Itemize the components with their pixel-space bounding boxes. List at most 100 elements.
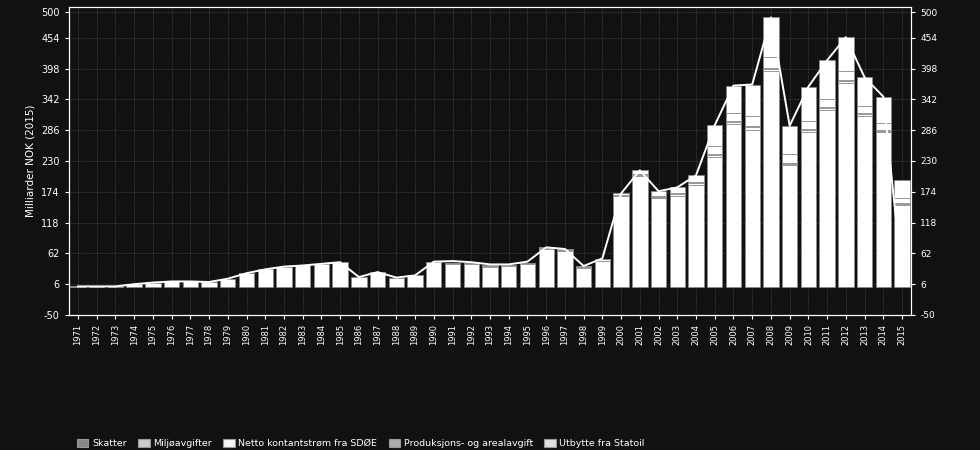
Bar [782, 126, 798, 154]
Bar [838, 71, 854, 80]
Bar [369, 272, 385, 288]
Bar [239, 273, 254, 288]
Bar [669, 194, 685, 196]
Bar [895, 205, 909, 288]
Bar [558, 251, 572, 288]
Bar [632, 176, 648, 288]
Bar [763, 68, 779, 69]
Bar [669, 193, 685, 194]
Bar [558, 250, 572, 251]
Bar [707, 146, 722, 154]
Bar [482, 266, 498, 288]
Bar [651, 197, 666, 198]
Bar [258, 270, 273, 288]
Y-axis label: Milliarder NOK (2015): Milliarder NOK (2015) [25, 105, 35, 217]
Bar [857, 106, 872, 112]
Bar [875, 123, 891, 130]
Bar [745, 127, 760, 130]
Bar [89, 286, 105, 288]
Bar [857, 114, 872, 116]
Bar [895, 204, 909, 205]
Bar [651, 191, 666, 196]
Bar [688, 175, 704, 182]
Bar [819, 60, 835, 99]
Bar [745, 126, 760, 127]
Bar [801, 87, 816, 121]
Bar [726, 122, 741, 124]
Bar [182, 281, 198, 288]
Bar [220, 279, 235, 288]
Bar [126, 284, 142, 288]
Bar [726, 112, 741, 121]
Bar [276, 266, 292, 288]
Bar [71, 286, 85, 288]
Bar [538, 249, 554, 288]
Bar [707, 157, 722, 288]
Bar [838, 37, 854, 71]
Bar [201, 282, 217, 288]
Bar [445, 263, 461, 264]
Bar [875, 130, 891, 132]
Bar [464, 264, 479, 265]
Bar [745, 85, 760, 117]
Bar [857, 116, 872, 288]
Bar [426, 261, 442, 262]
Bar [801, 132, 816, 288]
Bar [632, 174, 648, 175]
Bar [838, 80, 854, 81]
Bar [707, 154, 722, 155]
Bar [819, 99, 835, 107]
Bar [408, 275, 422, 288]
Bar [782, 154, 798, 162]
Bar [108, 286, 123, 288]
Bar [819, 107, 835, 108]
Bar [726, 86, 741, 112]
Bar [314, 264, 329, 288]
Bar [838, 83, 854, 288]
Bar [145, 283, 161, 288]
Bar [895, 180, 909, 198]
Bar [632, 175, 648, 176]
Bar [558, 249, 572, 250]
Bar [651, 196, 666, 197]
Bar [763, 57, 779, 68]
Bar [819, 108, 835, 110]
Bar [595, 260, 611, 261]
Bar [632, 170, 648, 174]
Bar [801, 129, 816, 130]
Bar [782, 162, 798, 164]
Bar [763, 71, 779, 288]
Bar [651, 198, 666, 288]
Bar [688, 184, 704, 288]
Bar [669, 196, 685, 288]
Bar [613, 194, 629, 196]
Bar [707, 125, 722, 146]
Bar [426, 262, 442, 288]
Bar [745, 117, 760, 126]
Bar [688, 183, 704, 184]
Bar [501, 265, 516, 266]
Bar [763, 69, 779, 71]
Bar [801, 130, 816, 132]
Bar [164, 281, 179, 288]
Bar [445, 264, 461, 288]
Bar [782, 164, 798, 165]
Bar [895, 203, 909, 204]
Bar [763, 18, 779, 57]
Bar [726, 121, 741, 122]
Bar [595, 259, 611, 260]
Bar [501, 266, 516, 288]
Bar [538, 248, 554, 249]
Bar [332, 262, 348, 288]
Bar [857, 112, 872, 114]
Bar [351, 277, 367, 288]
Bar [595, 261, 611, 288]
Bar [576, 266, 591, 268]
Bar [464, 265, 479, 288]
Bar [819, 110, 835, 288]
Bar [389, 278, 404, 288]
Bar [707, 155, 722, 157]
Bar [895, 198, 909, 203]
Bar [613, 196, 629, 288]
Bar [576, 268, 591, 288]
